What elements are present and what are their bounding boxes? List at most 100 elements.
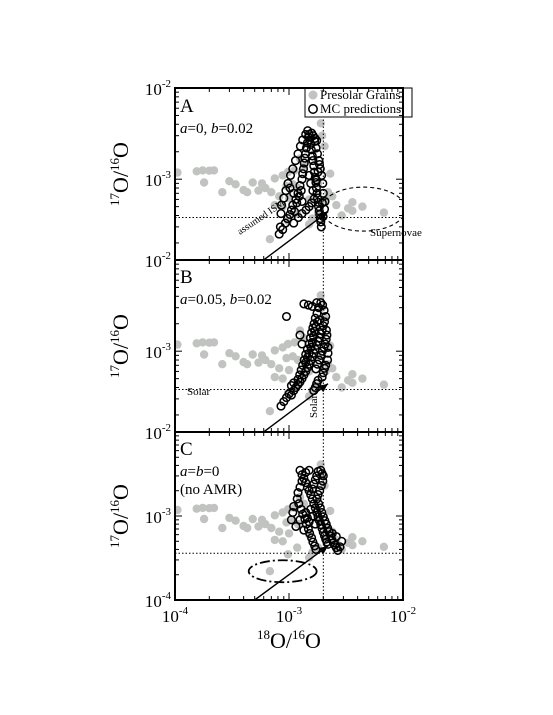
presolar-point (265, 567, 275, 576)
mc-prediction-point (307, 494, 317, 504)
presolar-point (282, 518, 291, 527)
panel-a-mc-points (274, 126, 330, 239)
presolar-point (320, 142, 329, 151)
mc-prediction-point (315, 503, 325, 513)
panel-b-overlays (175, 260, 403, 432)
mc-prediction-point (301, 358, 311, 368)
presolar-point (265, 407, 275, 416)
y-axis-label-c: 17O/16O (107, 484, 133, 548)
presolar-point (275, 364, 284, 373)
supernovae-label: Supernovae (370, 227, 422, 239)
mc-prediction-point (314, 303, 324, 313)
presolar-point (199, 514, 209, 524)
presolar-point (337, 383, 346, 392)
mc-prediction-point (294, 499, 304, 509)
presolar-point (199, 178, 209, 187)
mc-prediction-point (297, 339, 307, 349)
presolar-point (261, 183, 270, 193)
presolar-point (304, 220, 314, 229)
x-tick-labels: 10-4 10-3 10-2 (162, 605, 416, 626)
panel-b: B a=0.05, b=0.02 Solar Solar (174, 259, 404, 433)
mc-prediction-point (320, 196, 330, 207)
presolar-point (225, 177, 234, 186)
presolar-point (270, 346, 279, 355)
presolar-point (379, 542, 389, 551)
presolar-point (175, 340, 182, 349)
solar-label-horizontal: Solar (187, 386, 211, 398)
mc-prediction-point (311, 364, 321, 374)
mc-prediction-point (297, 174, 307, 184)
mc-prediction-point (302, 353, 312, 363)
mc-prediction-point (321, 334, 331, 344)
mc-prediction-point (297, 196, 307, 207)
presolar-point (283, 339, 293, 349)
legend-box (304, 87, 413, 118)
presolar-point (282, 353, 291, 363)
x-axis-label: 18O/16O (257, 627, 321, 653)
mc-prediction-point (316, 298, 326, 308)
presolar-point (243, 360, 252, 369)
mc-prediction-point (301, 467, 311, 477)
mc-prediction-point (337, 536, 347, 546)
mc-prediction-point (299, 525, 309, 535)
mc-prediction-point (311, 322, 321, 332)
mc-prediction-point (289, 501, 299, 511)
mc-prediction-point (310, 326, 320, 336)
mc-prediction-point (314, 159, 325, 170)
panel-b-mc-points (276, 298, 333, 411)
mc-prediction-point (306, 178, 316, 188)
mc-prediction-point (295, 482, 305, 492)
mc-prediction-point (318, 476, 328, 486)
ism-arrow-line (262, 383, 329, 432)
presolar-point (348, 198, 357, 207)
mc-prediction-point (299, 158, 309, 168)
y-tick-label: 10-2 (145, 422, 171, 443)
presolar-point (248, 178, 257, 187)
presolar-point (332, 200, 341, 210)
presolar-point (379, 208, 389, 217)
y-tick-label: 10-4 (145, 590, 172, 611)
mc-prediction-point (310, 133, 320, 143)
mc-prediction-point (313, 490, 323, 500)
presolar-point (198, 338, 207, 347)
presolar-point (278, 374, 287, 383)
presolar-point (299, 161, 309, 171)
presolar-point (290, 338, 299, 347)
presolar-point (316, 291, 325, 300)
presolar-point (284, 365, 294, 375)
mc-prediction-point (276, 200, 287, 210)
mc-prediction-point (316, 481, 326, 491)
presolar-point (218, 360, 227, 369)
presolar-point (348, 540, 357, 550)
mc-prediction-point (299, 299, 309, 309)
ism-arrow-head (318, 211, 329, 221)
mc-prediction-point (327, 528, 337, 538)
mc-prediction-point (316, 222, 326, 232)
mc-prediction-point (312, 494, 322, 504)
panel-a-params: a=0, b=0.02 (180, 121, 253, 137)
mc-prediction-point (297, 476, 307, 486)
mc-prediction-point (314, 499, 324, 509)
presolar-point (218, 523, 227, 533)
mc-prediction-point (308, 186, 318, 196)
y-tick-label: 10-3 (145, 341, 172, 362)
panel-c-mc-points (286, 465, 347, 555)
presolar-point (337, 211, 346, 220)
presolar-point (348, 206, 357, 215)
mc-prediction-point (321, 519, 331, 529)
mc-prediction-point (307, 151, 317, 161)
mc-prediction-point (323, 355, 333, 365)
panel-c-note: (no AMR) (180, 482, 242, 498)
panel-b-letter: B (180, 267, 193, 288)
mc-prediction-point (306, 342, 316, 352)
presolar-point (348, 533, 357, 542)
presolar-point (326, 169, 335, 178)
mc-prediction-point (292, 494, 302, 504)
presolar-point (254, 358, 263, 367)
mc-prediction-point (293, 380, 303, 390)
mc-prediction-point (316, 217, 326, 227)
presolar-point (284, 529, 294, 538)
presolar-point (270, 372, 279, 382)
presolar-point (278, 537, 287, 546)
